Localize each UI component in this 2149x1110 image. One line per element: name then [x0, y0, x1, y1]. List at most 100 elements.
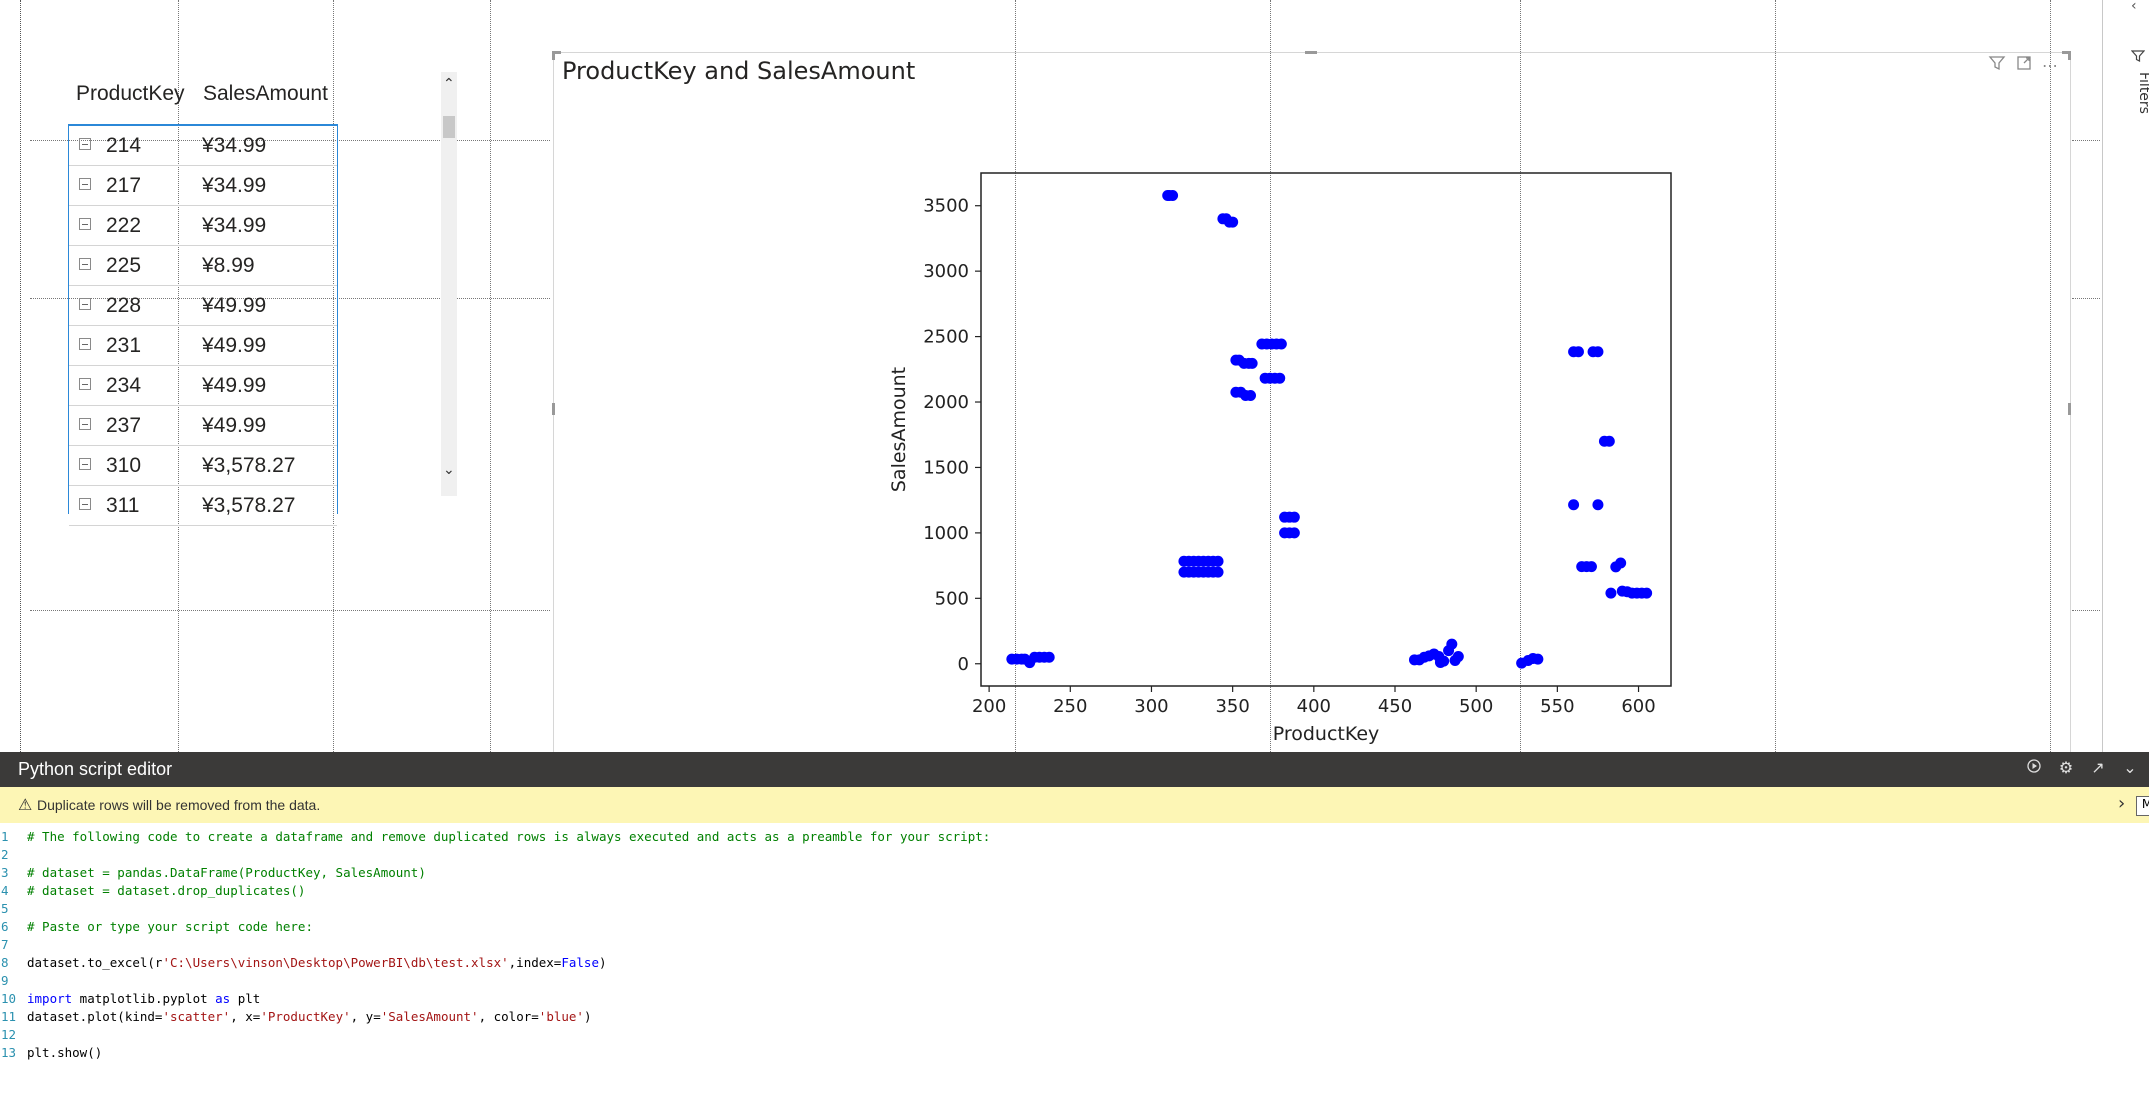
code-line[interactable]: 12: [0, 1026, 2149, 1044]
column-header-salesamount[interactable]: SalesAmount: [203, 82, 328, 105]
expand-icon[interactable]: ↗: [2091, 758, 2105, 777]
filters-pane-collapsed[interactable]: ‹ Filters: [2102, 0, 2149, 752]
plot-frame: [980, 172, 1672, 687]
x-tick-label: 300: [1134, 696, 1168, 717]
expand-row-icon[interactable]: [79, 218, 91, 230]
editor-actions: ⚙ ↗ ⌄: [2025, 758, 2139, 778]
resize-handle-top-left-v[interactable]: [552, 51, 555, 60]
code-line[interactable]: 7: [0, 936, 2149, 954]
python-visual[interactable]: ProductKey and SalesAmount ⋯ 200 250 300 35…: [552, 51, 2071, 752]
code-line[interactable]: 8 dataset.to_excel(r'C:\Users\vinson\Desk…: [0, 954, 2149, 972]
table-scrollbar[interactable]: ⌃ ⌄: [441, 72, 457, 496]
more-options-icon[interactable]: ⋯: [2042, 55, 2058, 75]
table-row[interactable]: 237 ¥49.99: [69, 406, 337, 446]
grid-hline: [2072, 610, 2100, 611]
resize-handle-top[interactable]: [1305, 51, 1317, 54]
chevron-left-icon[interactable]: ‹: [2131, 0, 2137, 14]
code-text[interactable]: # dataset = dataset.drop_duplicates(): [27, 883, 306, 898]
code-text[interactable]: # The following code to create a datafra…: [27, 829, 991, 844]
scatter-point: [1592, 346, 1604, 358]
scatter-point: [1212, 555, 1224, 567]
filter-icon[interactable]: [1988, 55, 2006, 75]
filters-pane-label[interactable]: Filters: [2136, 72, 2149, 114]
resize-handle-right[interactable]: [2068, 403, 2071, 415]
code-line[interactable]: 6 # Paste or type your script code here:: [0, 918, 2149, 936]
column-header-productkey[interactable]: ProductKey: [76, 82, 185, 105]
scroll-down-icon[interactable]: ⌄: [443, 462, 455, 478]
y-tick-label: 500: [935, 588, 969, 609]
x-tick-label: 350: [1215, 696, 1249, 717]
table-row[interactable]: 214 ¥34.99: [69, 126, 337, 166]
resize-handle-top-left[interactable]: [552, 51, 561, 54]
scatter-point: [1452, 651, 1464, 663]
cell-productkey: 214: [106, 134, 142, 157]
expand-row-icon[interactable]: [79, 338, 91, 350]
code-line[interactable]: 5: [0, 900, 2149, 918]
cell-salesamount: ¥49.99: [202, 414, 267, 437]
cell-salesamount: ¥34.99: [202, 214, 267, 237]
cell-productkey: 228: [106, 294, 142, 317]
scatter-point: [1592, 499, 1604, 511]
scroll-up-icon[interactable]: ⌃: [443, 76, 455, 92]
expand-row-icon[interactable]: [79, 378, 91, 390]
code-text[interactable]: plt.show(): [27, 1045, 103, 1060]
expand-row-icon[interactable]: [79, 298, 91, 310]
code-area[interactable]: 1 # The following code to create a datafr…: [0, 828, 2149, 1062]
cell-productkey: 234: [106, 374, 142, 397]
visual-title: ProductKey and SalesAmount: [562, 57, 916, 85]
expand-row-icon[interactable]: [79, 418, 91, 430]
resize-handle-top-right[interactable]: [2062, 51, 2071, 54]
expand-row-icon[interactable]: [79, 458, 91, 470]
table-row[interactable]: 310 ¥3,578.27: [69, 446, 337, 486]
code-text[interactable]: dataset.plot(kind='scatter', x='ProductK…: [27, 1009, 592, 1024]
resize-handle-left[interactable]: [552, 403, 555, 415]
code-line[interactable]: 2: [0, 846, 2149, 864]
table-row[interactable]: 231 ¥49.99: [69, 326, 337, 366]
code-text[interactable]: # Paste or type your script code here:: [27, 919, 313, 934]
code-line[interactable]: 10 import matplotlib.pyplot as plt: [0, 990, 2149, 1008]
scroll-thumb[interactable]: [443, 116, 455, 138]
x-tick-label: 550: [1540, 696, 1574, 717]
grid-vline: [1775, 0, 1776, 752]
scatter-point: [1615, 557, 1627, 569]
resize-handle-top-right-v[interactable]: [2068, 51, 2071, 60]
code-text[interactable]: import matplotlib.pyplot as plt: [27, 991, 261, 1006]
grid-vline: [2050, 0, 2051, 752]
line-number: 7: [1, 937, 9, 952]
table-row[interactable]: 225 ¥8.99: [69, 246, 337, 286]
table-row[interactable]: 217 ¥34.99: [69, 166, 337, 206]
warning-close-icon[interactable]: ›: [2118, 793, 2126, 814]
expand-row-icon[interactable]: [79, 258, 91, 270]
expand-row-icon[interactable]: [79, 138, 91, 150]
settings-icon[interactable]: ⚙: [2058, 758, 2074, 777]
code-text[interactable]: # dataset = pandas.DataFrame(ProductKey,…: [27, 865, 426, 880]
code-line[interactable]: 4 # dataset = dataset.drop_duplicates(): [0, 882, 2149, 900]
code-text[interactable]: dataset.to_excel(r'C:\Users\vinson\Deskt…: [27, 955, 607, 970]
table-visual[interactable]: ProductKey SalesAmount 214 ¥34.99 217 ¥34.9…: [66, 72, 462, 526]
collapse-icon[interactable]: ⌄: [2123, 758, 2137, 777]
grid-hline: [30, 140, 550, 141]
filter-pane-icon[interactable]: [2130, 48, 2146, 67]
table-row[interactable]: 222 ¥34.99: [69, 206, 337, 246]
cell-salesamount: ¥49.99: [202, 334, 267, 357]
run-icon[interactable]: [2025, 758, 2043, 778]
y-tick-label: 2500: [923, 327, 969, 348]
expand-row-icon[interactable]: [79, 178, 91, 190]
y-tick-label: 0: [958, 654, 969, 675]
focus-mode-icon[interactable]: [2016, 55, 2032, 75]
table-body: 214 ¥34.99 217 ¥34.99 222 ¥34.99 225 ¥8.99 228 ¥4…: [68, 124, 338, 526]
x-axis-label: ProductKey: [1273, 723, 1380, 745]
table-row[interactable]: 311 ¥3,578.27: [69, 486, 337, 526]
code-line[interactable]: 11 dataset.plot(kind='scatter', x='Produc…: [0, 1008, 2149, 1026]
x-tick-label: 400: [1297, 696, 1331, 717]
grid-vline: [1520, 0, 1521, 752]
code-line[interactable]: 3 # dataset = pandas.DataFrame(ProductKey…: [0, 864, 2149, 882]
table-row[interactable]: 228 ¥49.99: [69, 286, 337, 326]
y-tick-label: 2000: [923, 392, 969, 413]
code-line[interactable]: 1 # The following code to create a datafr…: [0, 828, 2149, 846]
table-row[interactable]: 234 ¥49.99: [69, 366, 337, 406]
code-line[interactable]: 13 plt.show(): [0, 1044, 2149, 1062]
expand-row-icon[interactable]: [79, 498, 91, 510]
scatter-point: [1288, 511, 1300, 523]
code-line[interactable]: 9: [0, 972, 2149, 990]
